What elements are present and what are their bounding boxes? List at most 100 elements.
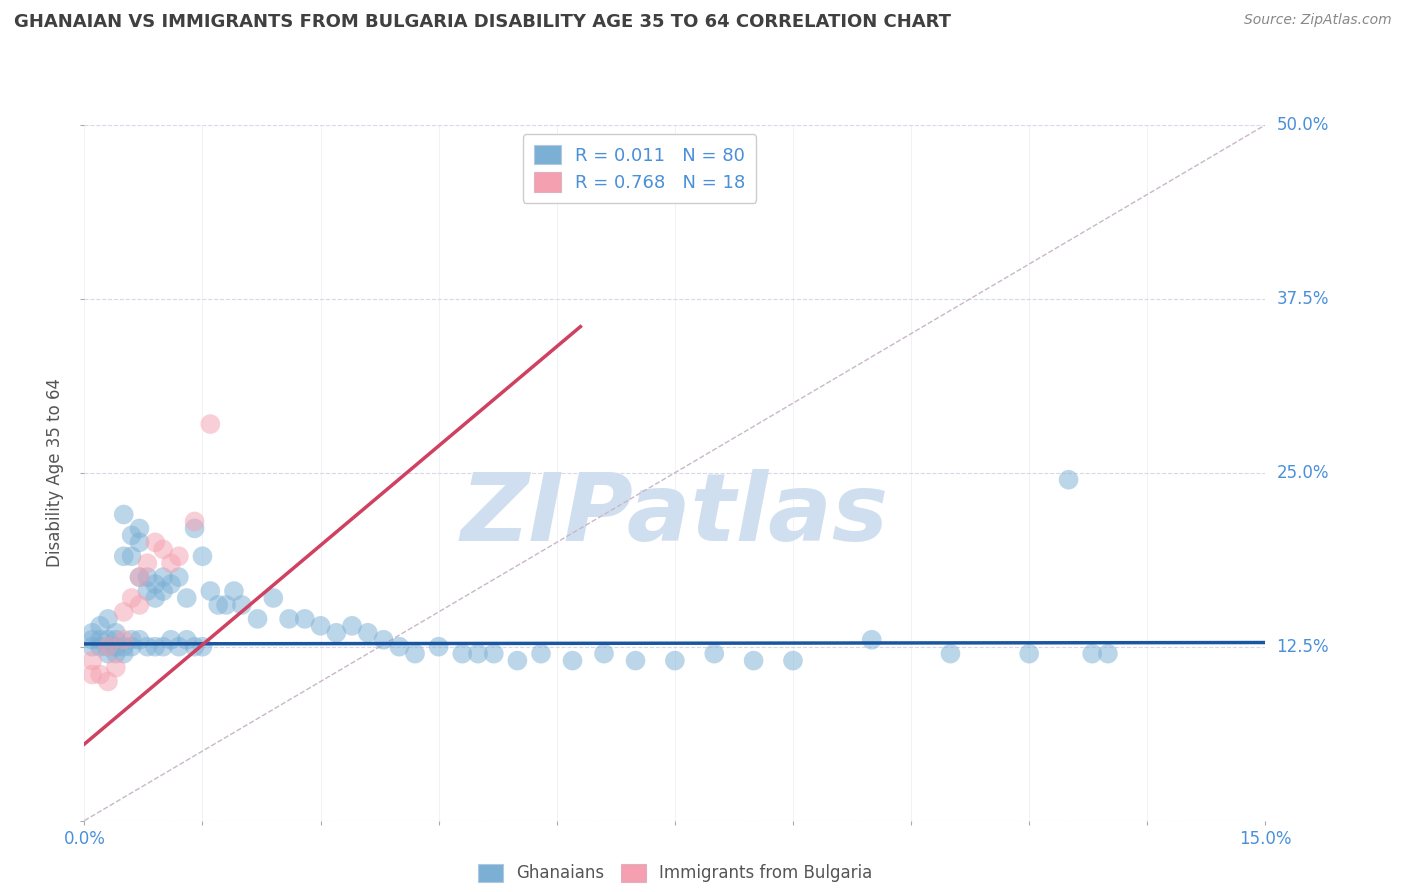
Point — [89, 632, 111, 647]
Point — [104, 647, 127, 661]
Point — [482, 647, 505, 661]
Point — [160, 632, 183, 647]
Point — [340, 619, 363, 633]
Point — [128, 598, 150, 612]
Point — [207, 598, 229, 612]
Point — [624, 654, 647, 668]
Point — [136, 556, 159, 570]
Point — [404, 647, 426, 661]
Point — [167, 549, 190, 564]
Point — [104, 625, 127, 640]
Point — [152, 640, 174, 654]
Point — [104, 660, 127, 674]
Point — [97, 647, 120, 661]
Point — [97, 674, 120, 689]
Point — [136, 640, 159, 654]
Point — [183, 515, 205, 529]
Point — [467, 647, 489, 661]
Point — [183, 521, 205, 535]
Point — [388, 640, 411, 654]
Y-axis label: Disability Age 35 to 64: Disability Age 35 to 64 — [46, 378, 65, 567]
Point — [97, 640, 120, 654]
Point — [143, 591, 166, 605]
Point — [860, 632, 883, 647]
Point — [167, 640, 190, 654]
Point — [200, 417, 222, 431]
Point — [128, 570, 150, 584]
Point — [176, 591, 198, 605]
Point — [357, 625, 380, 640]
Point — [309, 619, 332, 633]
Text: 37.5%: 37.5% — [1277, 290, 1329, 308]
Text: ZIPatlas: ZIPatlas — [461, 468, 889, 560]
Point — [121, 632, 143, 647]
Point — [82, 667, 104, 681]
Text: 50.0%: 50.0% — [1277, 116, 1329, 134]
Text: 12.5%: 12.5% — [1277, 638, 1329, 656]
Point — [136, 584, 159, 599]
Point — [82, 640, 104, 654]
Point — [82, 632, 104, 647]
Point — [262, 591, 284, 605]
Point — [160, 556, 183, 570]
Point — [191, 640, 214, 654]
Point — [97, 612, 120, 626]
Point — [121, 591, 143, 605]
Point — [167, 570, 190, 584]
Point — [530, 647, 553, 661]
Point — [121, 528, 143, 542]
Point — [104, 640, 127, 654]
Point — [176, 632, 198, 647]
Text: 25.0%: 25.0% — [1277, 464, 1329, 482]
Point — [451, 647, 474, 661]
Point — [143, 577, 166, 591]
Point — [104, 632, 127, 647]
Point — [373, 632, 395, 647]
Point — [143, 535, 166, 549]
Point — [191, 549, 214, 564]
Point — [143, 640, 166, 654]
Point — [128, 632, 150, 647]
Point — [1057, 473, 1080, 487]
Point — [152, 584, 174, 599]
Point — [136, 570, 159, 584]
Legend: Ghanaians, Immigrants from Bulgaria: Ghanaians, Immigrants from Bulgaria — [471, 857, 879, 888]
Point — [82, 625, 104, 640]
Point — [89, 640, 111, 654]
Point — [742, 654, 765, 668]
Point — [782, 654, 804, 668]
Point — [152, 570, 174, 584]
Point — [561, 654, 583, 668]
Point — [183, 640, 205, 654]
Text: Source: ZipAtlas.com: Source: ZipAtlas.com — [1244, 13, 1392, 28]
Point — [112, 549, 135, 564]
Point — [128, 535, 150, 549]
Point — [112, 632, 135, 647]
Point — [97, 632, 120, 647]
Point — [664, 654, 686, 668]
Point — [160, 577, 183, 591]
Point — [82, 654, 104, 668]
Point — [231, 598, 253, 612]
Point — [1097, 647, 1119, 661]
Point — [112, 605, 135, 619]
Point — [112, 508, 135, 522]
Point — [128, 570, 150, 584]
Point — [427, 640, 450, 654]
Text: GHANAIAN VS IMMIGRANTS FROM BULGARIA DISABILITY AGE 35 TO 64 CORRELATION CHART: GHANAIAN VS IMMIGRANTS FROM BULGARIA DIS… — [14, 13, 950, 31]
Point — [294, 612, 316, 626]
Point — [128, 521, 150, 535]
Point — [1081, 647, 1104, 661]
Point — [121, 549, 143, 564]
Point — [215, 598, 238, 612]
Point — [152, 542, 174, 557]
Point — [89, 667, 111, 681]
Point — [506, 654, 529, 668]
Point — [121, 640, 143, 654]
Point — [112, 640, 135, 654]
Point — [593, 647, 616, 661]
Point — [1018, 647, 1040, 661]
Point — [97, 640, 120, 654]
Point — [703, 647, 725, 661]
Point — [278, 612, 301, 626]
